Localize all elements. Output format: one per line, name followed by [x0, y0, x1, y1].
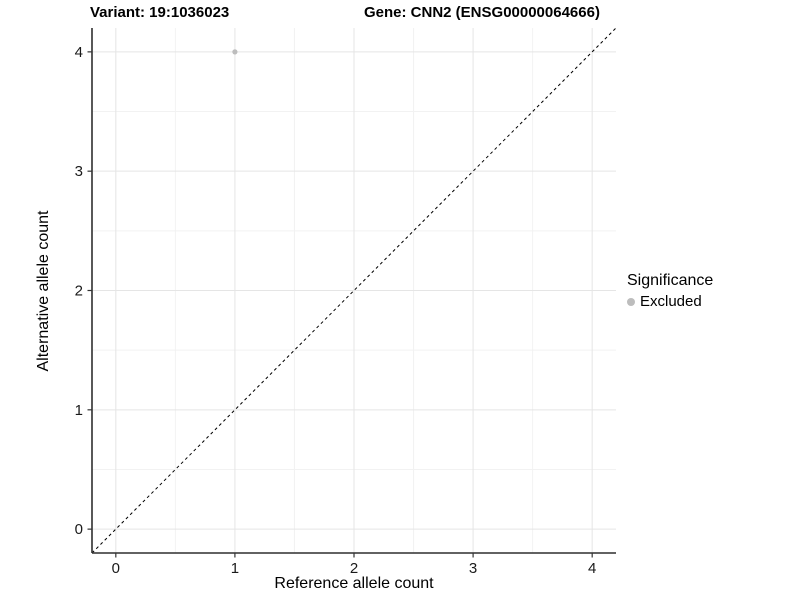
y-tick-label: 0	[75, 521, 83, 538]
legend: Significance Excluded	[627, 272, 713, 310]
x-tick-label: 4	[588, 560, 596, 577]
legend-item-label: Excluded	[640, 293, 702, 310]
excluded-dot-icon	[627, 297, 635, 306]
x-tick-label: 3	[469, 560, 477, 577]
y-tick-label: 4	[75, 44, 83, 61]
x-tick-label: 0	[112, 560, 120, 577]
x-axis-title: Reference allele count	[274, 575, 434, 592]
variant-title: Variant: 19:1036023	[90, 4, 230, 21]
y-tick-label: 2	[75, 283, 83, 300]
x-tick-label: 1	[231, 560, 239, 577]
data-point	[232, 49, 238, 55]
y-axis-title: Alternative allele count	[35, 210, 52, 372]
identity-reference-line	[91, 27, 617, 554]
y-tick-label: 1	[75, 402, 83, 419]
legend-item-excluded: Excluded	[627, 293, 713, 310]
gene-title: Gene: CNN2 (ENSG00000064666)	[364, 4, 600, 21]
x-tick-label: 2	[350, 560, 358, 577]
y-tick-label: 3	[75, 163, 83, 180]
legend-title: Significance	[627, 272, 714, 289]
